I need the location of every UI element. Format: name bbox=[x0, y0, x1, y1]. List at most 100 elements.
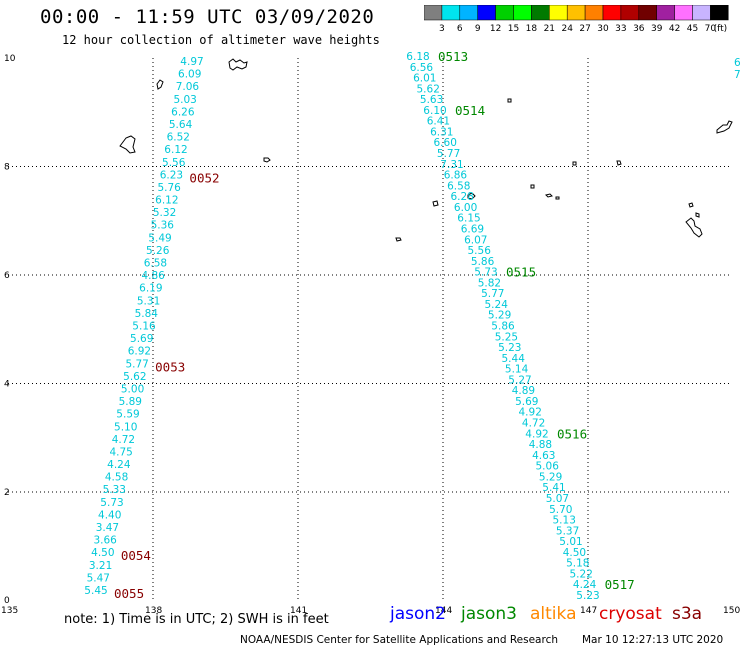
colorbar-swatch bbox=[602, 5, 622, 21]
swh-value: 5.18 bbox=[566, 558, 589, 570]
latitude-tick-label: 10 bbox=[4, 54, 16, 64]
page-title: 00:00 - 11:59 UTC 03/09/2020 bbox=[40, 6, 375, 28]
latitude-tick-label: 6 bbox=[4, 271, 10, 281]
swh-value: 4.89 bbox=[512, 385, 535, 397]
colorbar-swatch bbox=[692, 5, 711, 21]
longitude-tick-label: 135 bbox=[1, 606, 18, 616]
pass-time-label: 0514 bbox=[455, 103, 485, 118]
swh-value: 5.23 bbox=[498, 342, 521, 354]
axis-tick-labels: 135 138 141 144 147 150 10 8 6 4 2 0 bbox=[1, 54, 740, 616]
swh-value: 4.24 bbox=[107, 459, 131, 471]
swh-value: 5.25 bbox=[495, 331, 518, 343]
colorbar-level-label: 45 bbox=[687, 24, 698, 34]
swh-value: 6.19 bbox=[139, 283, 162, 295]
longitude-tick-label: 144 bbox=[435, 606, 452, 616]
swh-value: 6.01 bbox=[413, 73, 436, 85]
swh-value: 4.40 bbox=[98, 509, 121, 521]
colorbar-swatch bbox=[513, 5, 532, 21]
swh-value: 4.72 bbox=[522, 418, 545, 430]
colorbar-swatch bbox=[531, 5, 550, 21]
swh-value: 4.58 bbox=[105, 472, 128, 484]
swh-value: 6.12 bbox=[155, 195, 178, 207]
colorbar-level-label: 18 bbox=[526, 24, 538, 34]
colorbar-level-label: 24 bbox=[561, 24, 573, 34]
colorbar-swatch bbox=[495, 5, 514, 21]
latitude-tick-label: 0 bbox=[4, 596, 10, 606]
pass-time-label: 0513 bbox=[438, 49, 468, 64]
colorbar-swatch bbox=[459, 5, 478, 21]
island-outline bbox=[156, 79, 164, 90]
swh-value: 5.24 bbox=[485, 299, 509, 311]
swh-value: 3.66 bbox=[93, 535, 117, 547]
island-outline bbox=[695, 212, 700, 218]
island-outline bbox=[467, 192, 476, 200]
longitude-tick-label: 138 bbox=[145, 606, 162, 616]
colorbar-swatch bbox=[549, 5, 568, 21]
swh-value: 5.76 bbox=[157, 182, 181, 194]
lat-lon-grid bbox=[8, 58, 732, 600]
swh-value: 5.82 bbox=[478, 277, 501, 289]
swh-value: 5.77 bbox=[481, 288, 504, 300]
island-outline bbox=[530, 184, 535, 189]
swh-value: 5.29 bbox=[539, 471, 562, 483]
colorbar-level-label: 27 bbox=[579, 24, 590, 34]
swh-value: 4.72 bbox=[112, 434, 135, 446]
swh-value: 4.50 bbox=[563, 547, 586, 559]
island-outline bbox=[545, 193, 553, 198]
pass-time-label: 0055 bbox=[114, 586, 144, 601]
swh-value: 5.31 bbox=[137, 295, 160, 307]
swh-value: 5.00 bbox=[121, 383, 144, 395]
colorbar-swatch bbox=[710, 5, 729, 21]
legend-jason3: jason3 bbox=[461, 604, 517, 624]
swh-value: 5.69 bbox=[515, 396, 538, 408]
track-west-swh-values: 4.976.097.065.036.265.646.526.125.566.23… bbox=[84, 56, 203, 597]
swh-value: 5.07 bbox=[546, 493, 569, 505]
swh-value: 5.56 bbox=[468, 245, 492, 257]
swh-value: 5.86 bbox=[491, 321, 515, 333]
longitude-tick-label: 141 bbox=[290, 606, 307, 616]
colorbar-swatch bbox=[638, 5, 657, 21]
colorbar-level-label: 12 bbox=[490, 24, 501, 34]
swh-value: 6.69 bbox=[461, 223, 484, 235]
swh-value: 5.89 bbox=[119, 396, 142, 408]
swh-value: 3.21 bbox=[89, 560, 112, 572]
swh-value: 5.77 bbox=[437, 148, 460, 160]
swh-value: 5.22 bbox=[570, 568, 593, 580]
swh-value: 6.15 bbox=[457, 213, 480, 225]
swh-value: 6.09 bbox=[178, 69, 201, 81]
colorbar-level-label: 9 bbox=[475, 24, 481, 34]
swh-value: 5.77 bbox=[125, 358, 148, 370]
pass-time-label: 0516 bbox=[557, 426, 587, 441]
swh-value: 5.45 bbox=[84, 585, 107, 597]
colorbar-level-label: 6 bbox=[457, 24, 463, 34]
island-outline bbox=[507, 98, 512, 103]
swh-value: 6.86 bbox=[444, 170, 468, 182]
swh-value: 5.37 bbox=[556, 525, 579, 537]
swh-value: 5.36 bbox=[151, 220, 175, 232]
island-outline bbox=[228, 58, 248, 71]
swh-value: 5.33 bbox=[103, 484, 126, 496]
island-outline bbox=[395, 237, 402, 242]
colorbar-swatch bbox=[441, 5, 461, 21]
swh-value: 5.06 bbox=[536, 461, 560, 473]
swh-value: 4.86 bbox=[141, 270, 165, 282]
swh-value: 5.73 bbox=[100, 497, 123, 509]
longitude-tick-label: 150 bbox=[723, 606, 740, 616]
island-outline bbox=[263, 157, 271, 163]
swh-value: 5.10 bbox=[114, 421, 137, 433]
colorbar-level-label: 36 bbox=[633, 24, 645, 34]
swh-value: 4.50 bbox=[91, 547, 114, 559]
swh-value: 5.29 bbox=[488, 310, 511, 322]
swh-value: 5.44 bbox=[502, 353, 526, 365]
colorbar-level-label: 30 bbox=[597, 24, 609, 34]
colorbar-swatch bbox=[584, 5, 604, 21]
swh-value: 5.73 bbox=[474, 267, 497, 279]
swh-value: 6.00 bbox=[454, 202, 477, 214]
colorbar-level-label: 39 bbox=[651, 24, 663, 34]
pass-time-label: 0517 bbox=[605, 577, 635, 592]
colorbar-swatch bbox=[566, 5, 586, 21]
swh-value: 5.59 bbox=[116, 409, 139, 421]
legend-jason2: jason2 bbox=[390, 604, 446, 624]
swh-value: 6.41 bbox=[427, 116, 450, 128]
pass-time-label: 0052 bbox=[189, 170, 219, 185]
